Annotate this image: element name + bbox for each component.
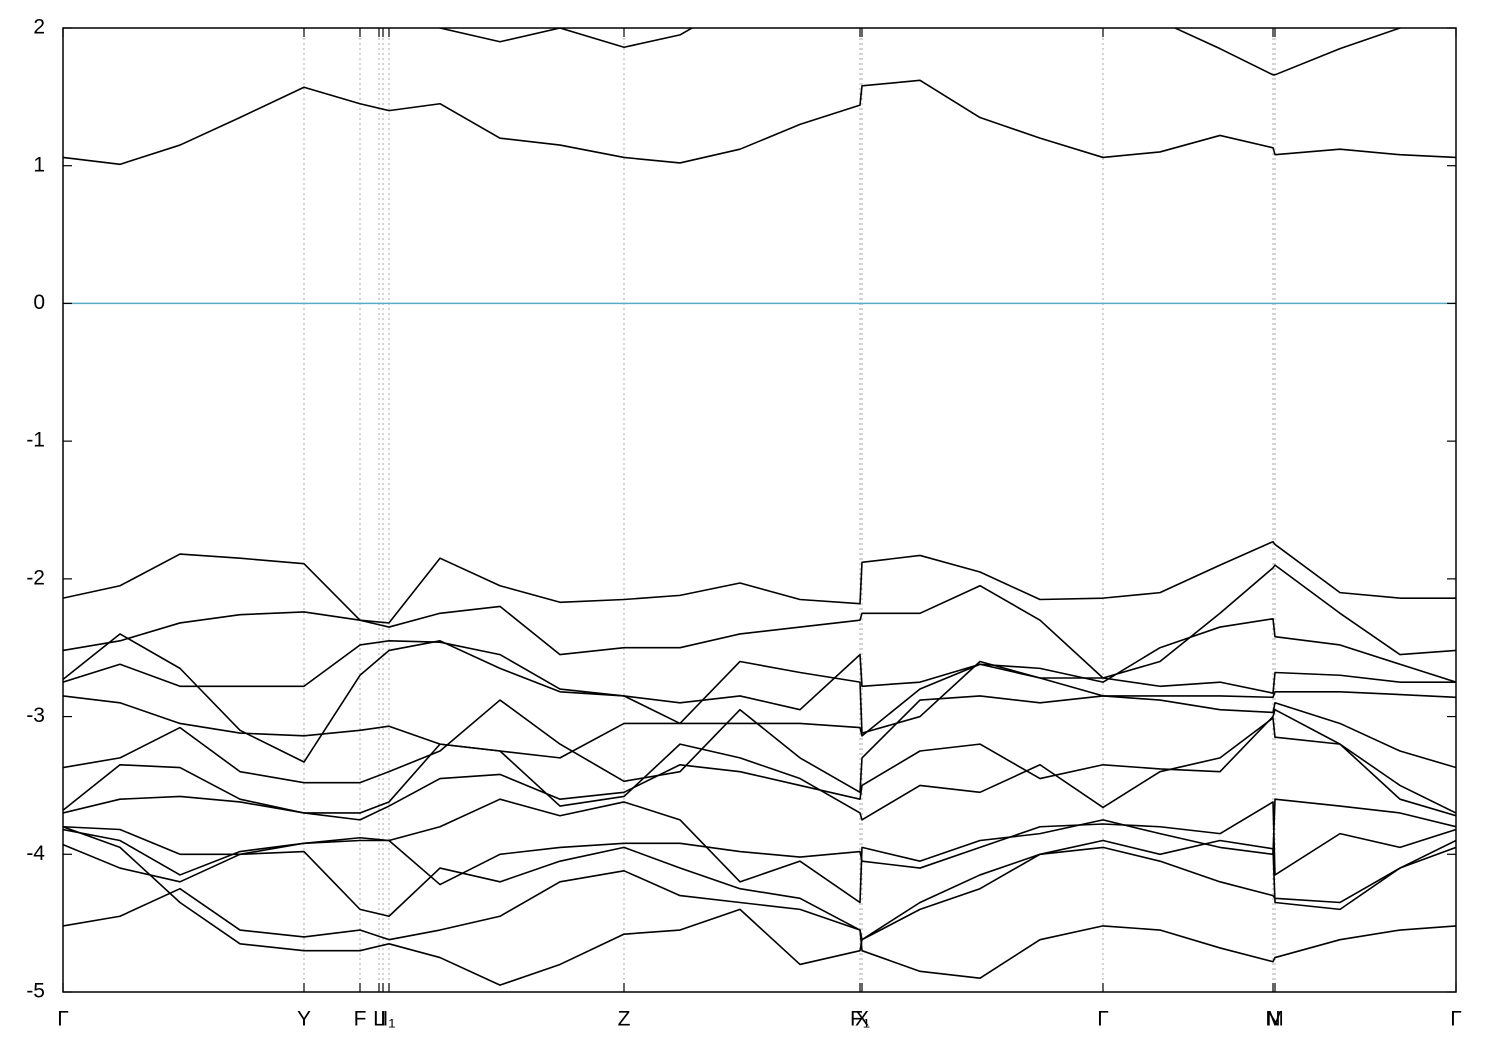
x-tick-label: Γ <box>1450 1008 1462 1031</box>
y-tick-label: -3 <box>26 704 45 727</box>
x-tick-label: N <box>1265 1008 1280 1031</box>
band-line <box>63 708 1456 821</box>
x-tick-label: Z <box>618 1008 631 1031</box>
x-tick-label: Γ <box>1097 1008 1109 1031</box>
band-line <box>436 28 1404 76</box>
band-line <box>63 540 1456 624</box>
band-line <box>63 633 1456 763</box>
y-tick-label: -4 <box>26 842 45 865</box>
band-line <box>63 825 1456 986</box>
x-tick-label: Γ <box>57 1008 69 1031</box>
band-line <box>63 617 1456 711</box>
band-line <box>63 839 1456 941</box>
band-line <box>63 79 1456 166</box>
x-tick-label: I <box>380 1008 386 1031</box>
band-line <box>63 695 1456 794</box>
y-tick-label: 1 <box>33 153 45 176</box>
x-tick-label: F <box>354 1008 367 1031</box>
y-tick-label: -5 <box>26 980 45 1003</box>
x-tick-label: F₁ <box>850 1008 870 1031</box>
x-tick-label: I₁ <box>383 1008 396 1031</box>
x-tick-label: M <box>1266 1008 1284 1031</box>
y-tick-label: 0 <box>33 291 45 314</box>
x-tick-label: X <box>855 1008 869 1031</box>
band-line <box>63 801 1456 886</box>
plot-frame <box>62 27 1457 993</box>
band-line <box>63 564 1456 679</box>
bands <box>63 28 1456 986</box>
band-line <box>63 870 1456 980</box>
band-line <box>63 660 1456 759</box>
band-line <box>63 717 1456 821</box>
band-line <box>63 798 1456 904</box>
y-tick-label: -1 <box>26 429 45 452</box>
y-tick-label: -2 <box>26 566 45 589</box>
y-tick-label: 2 <box>33 16 45 39</box>
x-tick-label: L <box>373 1008 385 1031</box>
x-tick-label: Y <box>297 1008 311 1031</box>
